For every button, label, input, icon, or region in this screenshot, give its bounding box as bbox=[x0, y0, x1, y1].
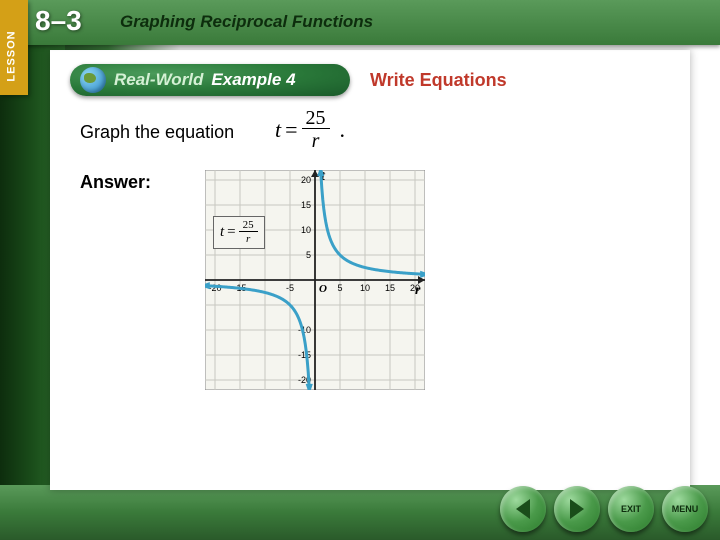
menu-button[interactable]: MENU bbox=[662, 486, 708, 532]
box-eq: = bbox=[227, 224, 235, 241]
graph-container: trO5101520-10-15-205101520-20-15-5 t = 2… bbox=[205, 170, 425, 390]
eq-fraction: 25 r bbox=[302, 108, 330, 151]
reciprocal-graph: trO5101520-10-15-205101520-20-15-5 bbox=[205, 170, 425, 390]
svg-text:-5: -5 bbox=[286, 283, 294, 293]
lesson-number: 8–3 bbox=[35, 5, 82, 37]
nav-buttons: EXIT MENU bbox=[500, 486, 708, 532]
badge-prefix: Real-World bbox=[114, 70, 203, 90]
instruction-text: Graph the equation bbox=[80, 122, 234, 143]
svg-text:O: O bbox=[319, 283, 327, 295]
topic-title: Write Equations bbox=[370, 70, 507, 91]
globe-icon bbox=[80, 67, 106, 93]
exit-label: EXIT bbox=[621, 504, 641, 514]
exit-button[interactable]: EXIT bbox=[608, 486, 654, 532]
svg-text:20: 20 bbox=[301, 175, 311, 185]
svg-text:15: 15 bbox=[385, 283, 395, 293]
box-lhs: t bbox=[220, 224, 224, 241]
svg-text:5: 5 bbox=[337, 283, 342, 293]
eq-lhs: t bbox=[275, 117, 281, 143]
svg-text:10: 10 bbox=[301, 225, 311, 235]
badge-text: Example 4 bbox=[211, 70, 295, 90]
svg-text:10: 10 bbox=[360, 283, 370, 293]
example-badge: Real-World Example 4 bbox=[70, 64, 350, 96]
svg-text:15: 15 bbox=[301, 200, 311, 210]
lesson-title: Graphing Reciprocal Functions bbox=[120, 12, 373, 32]
svg-text:-15: -15 bbox=[298, 350, 311, 360]
box-den: r bbox=[242, 232, 254, 245]
answer-label: Answer: bbox=[80, 172, 151, 193]
box-num: 25 bbox=[239, 220, 258, 232]
content-area: Real-World Example 4 Write Equations Gra… bbox=[50, 50, 690, 490]
eq-numerator: 25 bbox=[302, 108, 330, 129]
prev-button[interactable] bbox=[500, 486, 546, 532]
equation-prompt: t = 25 r . bbox=[275, 108, 345, 151]
eq-period: . bbox=[340, 117, 346, 143]
lesson-tab: LESSON bbox=[0, 0, 28, 95]
lesson-tab-label: LESSON bbox=[6, 30, 18, 81]
graph-eq-box: t = 25 r bbox=[213, 216, 265, 249]
box-frac: 25 r bbox=[239, 220, 258, 245]
eq-denominator: r bbox=[308, 129, 324, 151]
next-button[interactable] bbox=[554, 486, 600, 532]
svg-text:5: 5 bbox=[306, 250, 311, 260]
eq-equals: = bbox=[285, 117, 297, 143]
svg-text:20: 20 bbox=[410, 283, 420, 293]
menu-label: MENU bbox=[672, 504, 699, 514]
